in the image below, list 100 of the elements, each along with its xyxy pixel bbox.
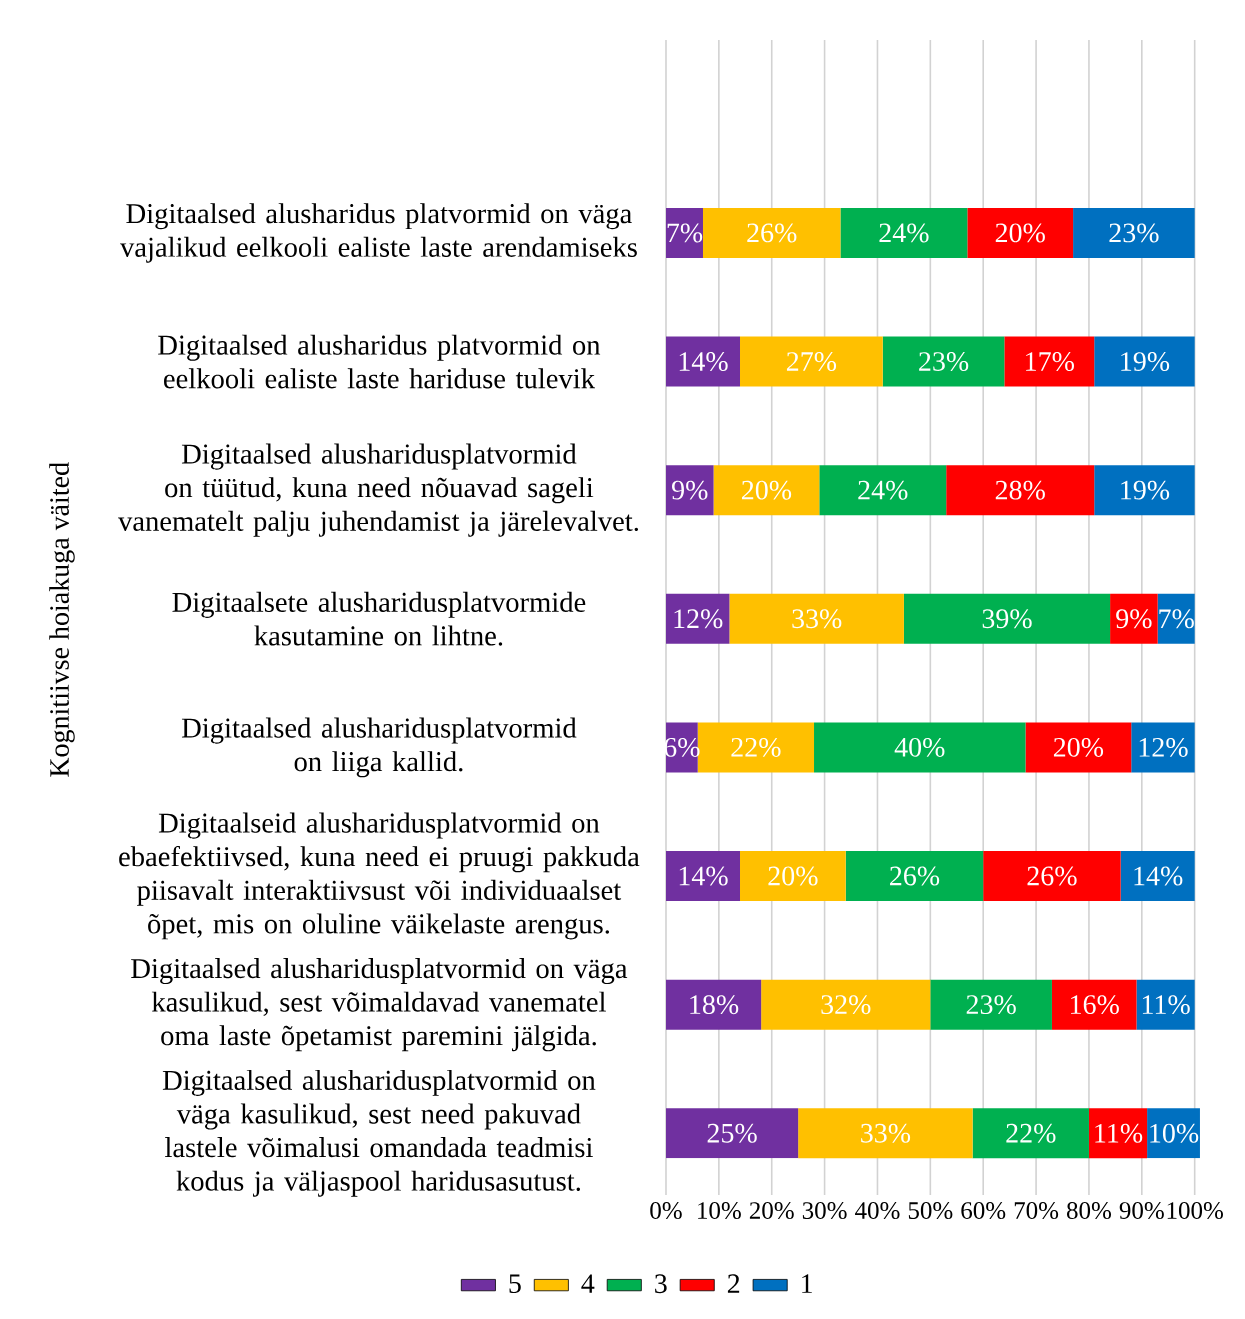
data-label: 9%: [1116, 609, 1152, 629]
bar: [1094, 465, 1195, 516]
data-label: 23%: [966, 995, 1016, 1015]
data-label: 23%: [1109, 223, 1159, 243]
data-label: 23%: [919, 352, 969, 372]
x-tick-label: 0%: [650, 1202, 682, 1220]
bar: [666, 207, 703, 258]
bar: [1136, 979, 1195, 1030]
data-label: 25%: [707, 1123, 757, 1143]
bar: [972, 1108, 1089, 1159]
data-label: 20%: [768, 866, 818, 886]
data-label: 24%: [858, 480, 908, 500]
bar: [666, 336, 741, 387]
bar: [1025, 722, 1132, 773]
x-tick-label: 80%: [1066, 1202, 1112, 1220]
y-tick-label: Digitaalsed alusharidusplatvormid on väga kasulikud, sest võimaldavad vanematel oma laste õpetamist paremini jälgida.: [131, 958, 628, 1052]
bar: [761, 979, 931, 1030]
data-label: 33%: [861, 1123, 911, 1143]
bar: [740, 851, 846, 902]
bar: [819, 465, 947, 516]
x-tick-label: 100%: [1167, 1202, 1224, 1220]
data-label: 9%: [672, 480, 708, 500]
data-label: 7%: [667, 223, 703, 243]
bar: [814, 722, 1026, 773]
x-tick-label: 70%: [1014, 1202, 1059, 1220]
bar: [930, 979, 1052, 1030]
bar: [666, 465, 714, 516]
bar: [1073, 207, 1195, 258]
x-tick-label: 50%: [908, 1202, 953, 1220]
bar: [845, 851, 984, 902]
data-label: 7%: [1159, 609, 1194, 629]
data-label: 20%: [742, 480, 792, 500]
bar: [1110, 593, 1158, 644]
x-tick-label: 30%: [802, 1202, 847, 1220]
data-label: 11%: [1095, 1123, 1143, 1143]
data-label: 33%: [792, 609, 842, 629]
data-label: 18%: [690, 995, 739, 1015]
y-tick-label: Digitaalseid alusharidusplatvormid on ebaefektiivsed, kuna need ei pruugi pakkuda piisavalt interaktiivsust või individuaalset õpet, mis on oluline väikelaste arengus.: [119, 812, 640, 940]
y-tick-label: Digitaalsed alusharidusplatvormid on liiga kallid.: [181, 717, 577, 778]
data-label: 11%: [1142, 995, 1190, 1015]
data-label: 24%: [879, 223, 929, 243]
data-label: 19%: [1121, 480, 1170, 500]
x-tick-label: 60%: [961, 1202, 1006, 1220]
data-label: 27%: [786, 352, 837, 372]
data-label: 26%: [890, 866, 940, 886]
bar: [1051, 979, 1137, 1030]
y-tick-label: Digitaalsed alusharidusplatvormid on tüütud, kuna need nõuavad sageli vanematelt palju juhendamist ja järelevalvet.: [118, 443, 639, 537]
data-label: 28%: [995, 480, 1045, 500]
bar: [983, 851, 1121, 902]
legend-label: 1: [802, 1274, 812, 1293]
bar: [1131, 722, 1195, 773]
x-tick-label: 20%: [749, 1202, 794, 1220]
bar: [903, 593, 1111, 644]
y-tick-label: Digitaalsed alusharidus platvormid on eelkooli ealiste laste hariduse tulevik: [158, 334, 601, 389]
bar: [882, 336, 1005, 387]
bar: [666, 851, 741, 902]
bar: [967, 207, 1074, 258]
data-label: 14%: [679, 866, 728, 886]
legend-label: 4: [581, 1274, 595, 1293]
data-label: 10%: [1150, 1123, 1199, 1143]
data-label: 12%: [674, 609, 723, 629]
legend-label: 3: [655, 1274, 667, 1294]
bar: [666, 593, 730, 644]
bar: [729, 593, 904, 644]
x-tick-label: 10%: [698, 1202, 741, 1220]
data-label: 40%: [894, 737, 945, 757]
data-label: 20%: [995, 223, 1045, 243]
bar: [1157, 593, 1195, 644]
bar: [666, 979, 762, 1030]
bar: [1004, 336, 1095, 387]
legend-label: 2: [727, 1274, 740, 1293]
data-label: 14%: [1134, 866, 1183, 886]
x-tick-label: 90%: [1119, 1202, 1164, 1220]
bar: [666, 1108, 799, 1159]
bar: [703, 207, 841, 258]
data-label: 32%: [821, 995, 871, 1015]
bar: [840, 207, 968, 258]
data-label: 22%: [731, 737, 781, 757]
data-label: 12%: [1139, 737, 1188, 757]
data-label: 26%: [747, 223, 797, 243]
bar: [740, 336, 883, 387]
data-label: 19%: [1121, 352, 1170, 372]
bar: [1094, 336, 1195, 387]
data-label: 26%: [1027, 866, 1077, 886]
data-label: 17%: [1026, 352, 1075, 372]
bar: [1120, 851, 1195, 902]
bar: [713, 465, 820, 516]
data-label: 14%: [679, 352, 728, 372]
bar: [946, 465, 1095, 516]
bar: [1088, 1108, 1148, 1159]
data-label: 39%: [982, 609, 1032, 629]
bar: [798, 1108, 973, 1159]
data-label: 22%: [1006, 1123, 1056, 1143]
y-tick-label: Digitaalsed alusharidusplatvormid on väga kasulikud, sest need pakuvad lastele võimalusi omandada teadmisi kodus ja väljaspool haridusasutust.: [162, 1069, 596, 1197]
legend-label: 5: [509, 1274, 521, 1294]
y-axis-title: Kognitiivse hoiakuga väited: [49, 462, 75, 777]
data-label: 20%: [1053, 737, 1104, 757]
y-tick-label: Digitaalsete alusharidusplatvormide kasutamine on lihtne.: [172, 591, 586, 646]
data-label: 16%: [1071, 995, 1119, 1015]
x-tick-label: 40%: [855, 1202, 900, 1220]
